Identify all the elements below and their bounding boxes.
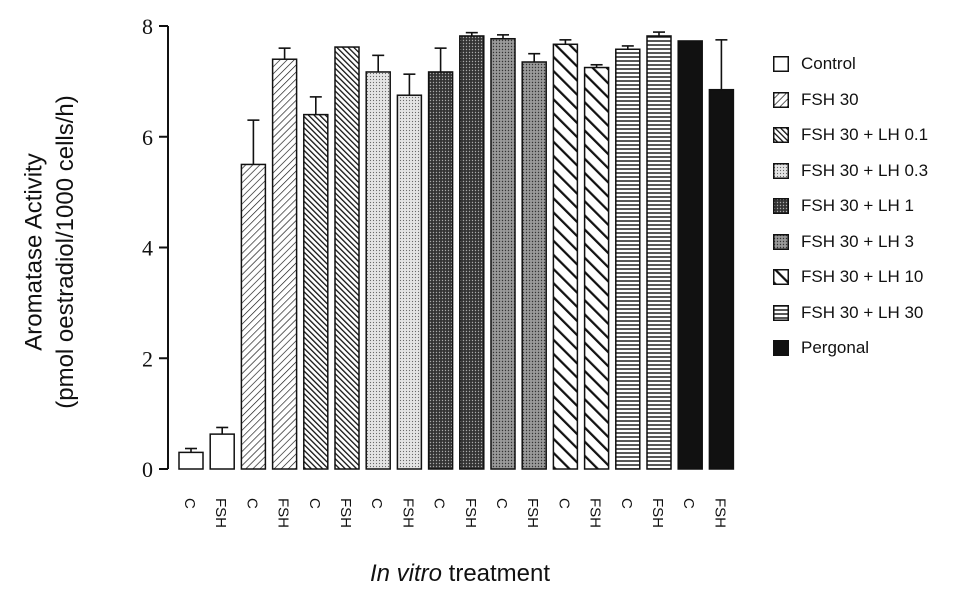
legend-swatch — [773, 340, 789, 356]
legend-label: FSH 30 + LH 1 — [801, 196, 914, 215]
bar — [552, 43, 579, 470]
legend-swatch-fill — [773, 162, 789, 179]
bar — [271, 58, 298, 470]
legend-label: FSH 30 + LH 30 — [801, 302, 924, 322]
legend-item: Pergonal — [773, 334, 869, 362]
legend-label: FSH 30 — [801, 89, 859, 109]
legend-swatch-fill — [773, 304, 789, 321]
y-tick-label: 0 — [142, 457, 153, 482]
x-tick-label: FSH — [399, 498, 416, 528]
x-tick-label: FSH — [524, 498, 541, 528]
legend-swatch — [773, 127, 789, 143]
bar — [708, 88, 735, 470]
x-tick-label: C — [431, 498, 448, 509]
legend-swatch-fill — [773, 127, 789, 143]
legend-swatch — [773, 56, 789, 72]
bar — [521, 61, 547, 470]
legend-item: Control — [773, 50, 856, 78]
legend-label: FSH 30 + LH 3 — [801, 231, 914, 251]
bar — [178, 451, 204, 470]
bar — [365, 71, 391, 470]
bar — [303, 113, 329, 470]
legend-swatch — [773, 162, 789, 179]
x-tick-label: FSH — [587, 498, 604, 528]
bar — [240, 163, 267, 470]
legend-item: FSH 30 + LH 0.1 — [773, 121, 928, 149]
bar — [677, 40, 703, 470]
legend-swatch-fill — [773, 340, 789, 356]
x-tick-label: C — [680, 498, 697, 509]
x-tick-label: C — [555, 498, 572, 509]
bar — [583, 66, 610, 470]
x-tick-label: FSH — [649, 498, 666, 528]
bar — [209, 433, 235, 470]
x-axis-title-italic: In vitro — [369, 560, 442, 587]
y-axis-title-line1: Aromatase Activity — [20, 153, 48, 351]
bar — [490, 37, 516, 470]
legend-label: FSH 30 + LH 10 — [801, 267, 924, 286]
x-tick-label: C — [368, 498, 385, 509]
bar — [615, 48, 641, 470]
x-tick-label: C — [243, 498, 260, 509]
legend-item: FSH 30 + LH 10 — [773, 263, 923, 291]
legend-label: Control — [801, 54, 856, 73]
legend-swatch — [773, 198, 789, 214]
y-tick-label: 4 — [142, 236, 153, 261]
legend-item: FSH 30 + LH 1 — [773, 192, 914, 220]
bar — [427, 71, 454, 470]
x-tick-label: FSH — [275, 498, 292, 528]
legend-swatch — [773, 233, 789, 250]
bar — [646, 35, 672, 470]
legend-swatch — [773, 304, 789, 321]
x-tick-label: FSH — [711, 498, 728, 528]
bar — [396, 94, 423, 470]
x-tick-label: FSH — [337, 498, 354, 528]
x-tick-label: C — [618, 498, 635, 509]
legend-label: Pergonal — [801, 338, 870, 357]
legend-swatch — [773, 91, 789, 108]
y-tick-label: 2 — [142, 346, 153, 371]
legend-swatch — [773, 269, 789, 285]
legend-item: FSH 30 + LH 0.3 — [773, 157, 928, 185]
legend-item: FSH 30 — [773, 86, 859, 114]
x-axis-title-rest: treatment — [441, 560, 551, 587]
y-axis-title-line2: (pmol oestradiol/1000 cells/h) — [51, 95, 79, 409]
legend-swatch-fill — [773, 198, 789, 214]
x-axis-title: In vitro treatment — [0, 560, 920, 588]
x-tick-label: FSH — [212, 498, 229, 528]
legend-swatch-fill — [773, 233, 789, 250]
legend-swatch-fill — [773, 56, 789, 72]
x-tick-label: C — [181, 498, 198, 509]
x-tick-label: C — [493, 498, 510, 509]
plot-area: 0 2 4 6 8 C FSH C FSH C FSH C FSH C FSH C FSH C FSH C FSH C FS… — [142, 14, 735, 528]
legend-swatch-fill — [773, 91, 789, 108]
bar — [459, 35, 485, 470]
x-tick-label: FSH — [462, 498, 479, 528]
y-tick-label: 6 — [142, 125, 153, 150]
legend-swatch-fill — [773, 269, 789, 285]
x-tick-label: C — [306, 498, 323, 509]
legend-label: FSH 30 + LH 0.1 — [801, 125, 929, 144]
legend-item: FSH 30 + LH 3 — [773, 228, 914, 256]
y-tick-label: 8 — [142, 14, 153, 39]
legend-item: FSH 30 + LH 30 — [773, 299, 923, 327]
y-axis-title: Aromatase Activity (pmol oestradiol/1000… — [0, 0, 100, 604]
bar — [334, 46, 360, 470]
legend-label: FSH 30 + LH 0.3 — [801, 160, 929, 180]
